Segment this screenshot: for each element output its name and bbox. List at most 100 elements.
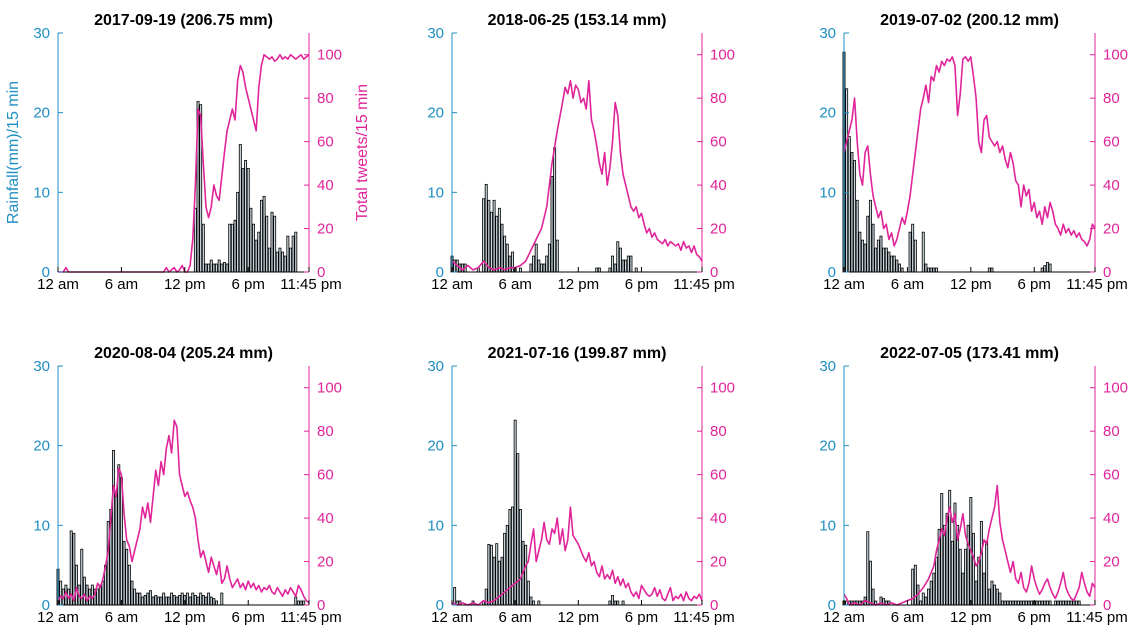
rain-tick-label: 10 (819, 184, 836, 201)
rain-bar (982, 572, 986, 606)
rain-bar (932, 572, 936, 606)
rain-bar (138, 592, 142, 606)
rain-bar (526, 580, 530, 606)
rain-bar (59, 580, 63, 606)
rain-bar (204, 263, 208, 273)
rain-bar (167, 596, 171, 606)
rain-bar (233, 219, 237, 273)
tweet-tick-label: 40 (1103, 177, 1120, 194)
tweet-tick-label: 100 (710, 47, 735, 64)
rain-bar (879, 235, 883, 273)
rain-bar (193, 207, 197, 273)
rain-bar (1061, 600, 1065, 606)
rain-bar (924, 263, 928, 273)
rain-bar (895, 259, 899, 273)
rain-bar (186, 592, 189, 606)
tweet-tick-label: 40 (317, 177, 334, 194)
tweet-tick-label: 20 (710, 221, 727, 238)
rain-bar (616, 600, 620, 606)
rain-bar (613, 600, 617, 606)
rain-bar (884, 247, 888, 273)
rain-bar (524, 544, 528, 606)
tweet-tick-label: 80 (317, 90, 334, 107)
tweet-tick-label: 60 (317, 467, 334, 484)
x-tick-label: 6 pm (625, 609, 658, 626)
rain-bar (294, 596, 298, 606)
rain-bar (212, 263, 216, 273)
rain-bar (611, 595, 614, 606)
rain-tick-label: 0 (828, 597, 836, 614)
x-tick-label: 11:45 pm (280, 276, 341, 293)
rain-bar (977, 556, 981, 606)
rain-bar (927, 588, 930, 606)
chart-panel-5: 2021-07-16 (199.87 mm) 0 10 20 30 0 20 40 60 80 10… (427, 345, 735, 626)
tweet-tick-label: 60 (1103, 134, 1120, 151)
rain-bar (133, 588, 137, 606)
rain-bar (1043, 265, 1047, 273)
rain-bar (613, 263, 617, 273)
rain-bar (537, 259, 541, 273)
rain-bar (156, 596, 160, 606)
rain-bar (921, 231, 925, 273)
tweet-tick-label: 80 (1103, 423, 1120, 440)
rain-bar (143, 595, 147, 606)
rain-tick-label: 0 (436, 597, 444, 614)
rain-bar (513, 419, 517, 606)
x-tick-label: 6 am (498, 276, 531, 293)
rain-bar (511, 251, 514, 273)
rain-bar (222, 262, 226, 273)
rain-bar (1067, 600, 1071, 606)
rain-tick-label: 0 (436, 264, 444, 281)
tweet-tick-label: 0 (710, 264, 718, 281)
rain-bar (966, 524, 970, 606)
rain-bar (595, 267, 599, 273)
rain-tick-label: 0 (42, 264, 50, 281)
x-tick-label: 6 am (105, 609, 138, 626)
x-tick-label: 12 am (431, 276, 473, 293)
tweet-tick-label: 100 (710, 380, 735, 397)
rain-bar (302, 600, 306, 606)
rain-bar (855, 199, 859, 273)
rain-tick-label: 30 (427, 358, 444, 375)
rain-bar (85, 584, 89, 606)
rain-bar (1040, 267, 1044, 273)
rain-bar (1035, 600, 1039, 606)
tweet-tick-label: 100 (1103, 47, 1128, 64)
x-tick-label: 6 am (498, 609, 531, 626)
rain-bar (172, 595, 176, 606)
x-tick-label: 12 pm (950, 609, 992, 626)
rain-bar (484, 183, 488, 273)
rain-bar (1056, 600, 1060, 606)
rain-bar (130, 580, 134, 606)
x-tick-label: 12 am (37, 276, 79, 293)
rain-bar (508, 255, 512, 273)
rain-bar (286, 235, 290, 273)
chart-title: 2019-07-02 (200.12 mm) (880, 12, 1059, 29)
rain-bar (979, 520, 983, 606)
rain-bar (866, 215, 870, 273)
rain-bar (207, 592, 211, 606)
rain-bar (180, 592, 184, 606)
x-tick-label: 12 am (823, 609, 865, 626)
rain-tick-label: 20 (427, 105, 444, 122)
rain-bar (1030, 600, 1034, 606)
rain-bar (1043, 600, 1047, 606)
rain-bar (908, 231, 912, 273)
rain-bar (209, 259, 213, 273)
rain-tick-label: 20 (427, 438, 444, 455)
rain-bar (1006, 600, 1010, 606)
tweet-tick-label: 20 (1103, 221, 1120, 238)
rain-bar (215, 600, 218, 606)
rain-bar (503, 532, 507, 606)
rain-bar (117, 464, 121, 606)
rain-bar (919, 600, 923, 606)
x-tick-label: 6 am (891, 276, 924, 293)
rain-bar (1045, 262, 1049, 273)
rain-bar (1001, 600, 1004, 606)
tweet-tick-label: 100 (1103, 380, 1128, 397)
rain-bar (207, 263, 211, 273)
rain-bar (299, 600, 303, 606)
rain-tick-label: 10 (33, 184, 50, 201)
rain-bar (1014, 600, 1018, 606)
